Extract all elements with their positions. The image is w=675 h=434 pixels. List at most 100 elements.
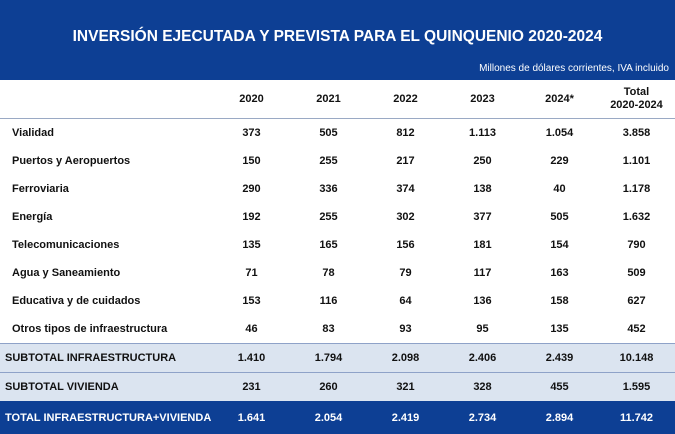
cell: 217 (367, 147, 444, 175)
cell: 328 (444, 373, 521, 402)
cell: 260 (290, 373, 367, 402)
cell: 452 (598, 315, 675, 344)
cell: 83 (290, 315, 367, 344)
cell: 374 (367, 175, 444, 203)
cell: 165 (290, 231, 367, 259)
row-label: Agua y Saneamiento (0, 259, 213, 287)
column-header: Total 2020-2024 (598, 80, 675, 119)
cell: 627 (598, 287, 675, 315)
cell: 231 (213, 373, 290, 402)
cell: 1.054 (521, 119, 598, 148)
cell: 812 (367, 119, 444, 148)
cell: 229 (521, 147, 598, 175)
cell: 509 (598, 259, 675, 287)
cell: 2.098 (367, 344, 444, 373)
row-label: SUBTOTAL VIVIENDA (0, 373, 213, 402)
cell: 255 (290, 147, 367, 175)
column-header: 2022 (367, 80, 444, 119)
cell: 135 (521, 315, 598, 344)
cell: 116 (290, 287, 367, 315)
row-label: SUBTOTAL INFRAESTRUCTURA (0, 344, 213, 373)
cell: 2.734 (444, 401, 521, 434)
cell: 1.178 (598, 175, 675, 203)
cell: 2.439 (521, 344, 598, 373)
cell: 321 (367, 373, 444, 402)
row-label: TOTAL INFRAESTRUCTURA+VIVIENDA (0, 401, 213, 434)
cell: 302 (367, 203, 444, 231)
column-header: 2020 (213, 80, 290, 119)
cell: 1.641 (213, 401, 290, 434)
cell: 377 (444, 203, 521, 231)
cell: 150 (213, 147, 290, 175)
cell: 505 (521, 203, 598, 231)
row-label: Otros tipos de infraestructura (0, 315, 213, 344)
subtitle: Millones de dólares corrientes, IVA incl… (479, 63, 669, 74)
cell: 1.632 (598, 203, 675, 231)
cell: 1.113 (444, 119, 521, 148)
corner-cell (0, 80, 213, 119)
cell: 1.410 (213, 344, 290, 373)
cell: 2.419 (367, 401, 444, 434)
cell: 790 (598, 231, 675, 259)
cell: 78 (290, 259, 367, 287)
row-label: Ferroviaria (0, 175, 213, 203)
cell: 10.148 (598, 344, 675, 373)
cell: 11.742 (598, 401, 675, 434)
cell: 163 (521, 259, 598, 287)
cell: 2.406 (444, 344, 521, 373)
column-header: 2023 (444, 80, 521, 119)
cell: 46 (213, 315, 290, 344)
cell: 1.595 (598, 373, 675, 402)
header: INVERSIÓN EJECUTADA Y PREVISTA PARA EL Q… (0, 0, 675, 80)
cell: 153 (213, 287, 290, 315)
cell: 154 (521, 231, 598, 259)
cell: 71 (213, 259, 290, 287)
cell: 192 (213, 203, 290, 231)
cell: 138 (444, 175, 521, 203)
cell: 2.054 (290, 401, 367, 434)
cell: 135 (213, 231, 290, 259)
row-label: Educativa y de cuidados (0, 287, 213, 315)
cell: 505 (290, 119, 367, 148)
column-header: 2021 (290, 80, 367, 119)
cell: 40 (521, 175, 598, 203)
cell: 2.894 (521, 401, 598, 434)
cell: 373 (213, 119, 290, 148)
cell: 336 (290, 175, 367, 203)
cell: 250 (444, 147, 521, 175)
cell: 158 (521, 287, 598, 315)
cell: 136 (444, 287, 521, 315)
cell: 1.101 (598, 147, 675, 175)
row-label: Telecomunicaciones (0, 231, 213, 259)
cell: 95 (444, 315, 521, 344)
cell: 255 (290, 203, 367, 231)
column-header: 2024* (521, 80, 598, 119)
cell: 455 (521, 373, 598, 402)
row-label: Energía (0, 203, 213, 231)
row-label: Puertos y Aeropuertos (0, 147, 213, 175)
cell: 3.858 (598, 119, 675, 148)
row-label: Vialidad (0, 119, 213, 148)
cell: 156 (367, 231, 444, 259)
cell: 64 (367, 287, 444, 315)
cell: 93 (367, 315, 444, 344)
cell: 290 (213, 175, 290, 203)
cell: 79 (367, 259, 444, 287)
cell: 1.794 (290, 344, 367, 373)
cell: 181 (444, 231, 521, 259)
